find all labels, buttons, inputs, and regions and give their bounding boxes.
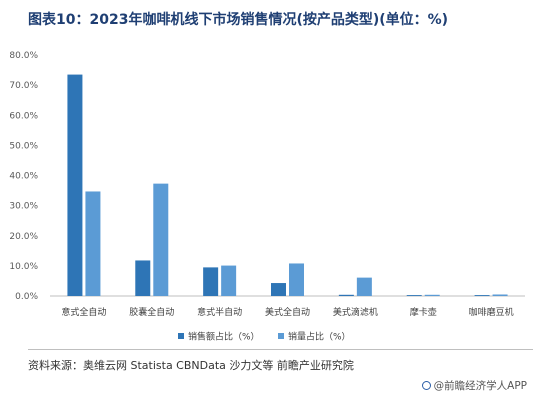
bar-sales-share: [474, 295, 490, 296]
bars: [67, 74, 508, 296]
y-tick-label: 30.0%: [9, 202, 38, 212]
legend-swatch: [178, 333, 184, 339]
bar-sales-share: [67, 74, 83, 296]
divider: [28, 349, 533, 350]
legend-swatch: [278, 333, 284, 339]
y-tick-label: 70.0%: [9, 81, 38, 91]
y-tick-label: 10.0%: [9, 262, 38, 272]
x-category-label: 意式全自动: [61, 306, 106, 318]
x-category-label: 美式滴滤机: [333, 306, 378, 318]
x-category-label: 意式半自动: [197, 306, 242, 318]
logo-icon: [421, 381, 431, 390]
bar-volume-share: [85, 191, 101, 296]
legend-label: 销售额占比（%）: [188, 331, 260, 343]
bar-sales-share: [338, 294, 354, 296]
source-note: 资料来源：奥维云网 Statista CBNData 沙力文等 前瞻产业研究院: [28, 359, 354, 372]
bar-sales-share: [271, 283, 286, 296]
y-tick-label: 80.0%: [9, 51, 38, 61]
x-category-label: 胶囊全自动: [129, 306, 174, 318]
bar-volume-share: [424, 294, 440, 296]
legend-label: 销量占比（%）: [288, 331, 351, 343]
chart-title: 图表10：2023年咖啡机线下市场销售情况(按产品类型)(单位：%): [28, 12, 449, 28]
y-tick-label: 50.0%: [9, 141, 38, 151]
y-tick-label: 60.0%: [9, 111, 38, 121]
bar-sales-share: [203, 267, 219, 296]
bar-sales-share: [406, 295, 422, 296]
bar-volume-share: [289, 263, 304, 296]
y-axis-ticks: 0.0% 10.0% 20.0% 30.0% 40.0% 50.0% 60.0% 70.0% 8…: [9, 51, 38, 302]
y-tick-label: 0.0%: [15, 292, 38, 302]
bar-volume-share: [492, 294, 508, 296]
bar-chart: 0.0% 10.0% 20.0% 30.0% 40.0% 50.0% 60.0% 70.0% 8…: [9, 51, 525, 343]
category-labels: 意式全自动 胶囊全自动 意式半自动 美式全自动 美式滴滤机 摩卡壶 咖啡磨豆机: [61, 306, 513, 318]
bar-volume-share: [221, 265, 237, 296]
bar-volume-share: [153, 183, 169, 296]
brand-mark: @前瞻经济学人APP: [421, 378, 527, 393]
x-category-label: 摩卡壶: [410, 306, 437, 318]
x-category-label: 美式全自动: [265, 306, 310, 318]
y-tick-label: 20.0%: [9, 232, 38, 242]
x-category-label: 咖啡磨豆机: [469, 306, 514, 318]
brand-text: @前瞻经济学人APP: [433, 380, 527, 392]
legend: 销售额占比（%） 销量占比（%）: [178, 331, 351, 343]
bar-sales-share: [135, 260, 151, 296]
y-tick-label: 40.0%: [9, 172, 38, 182]
bar-volume-share: [356, 277, 372, 296]
